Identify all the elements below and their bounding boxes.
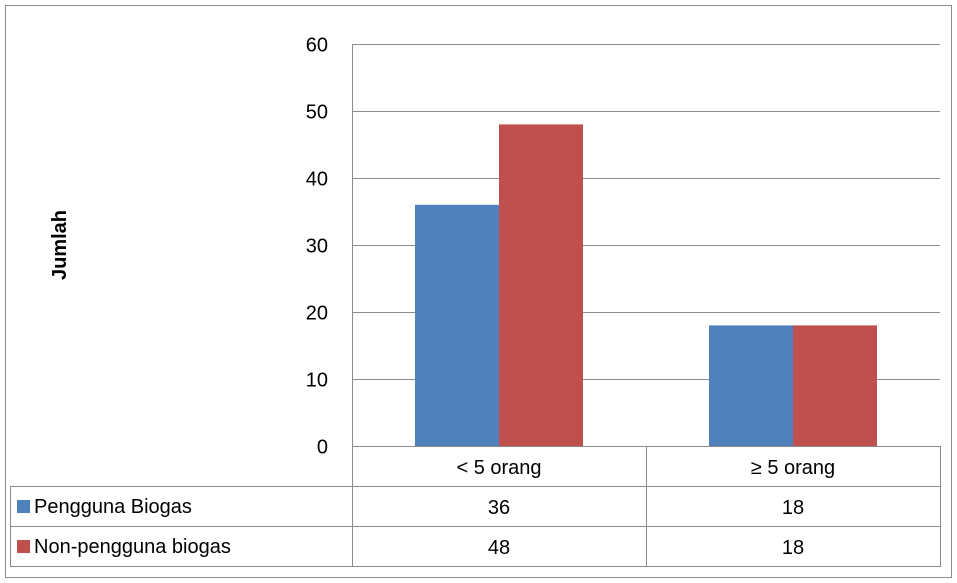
table-value: 36: [488, 497, 510, 519]
y-tick-label: 60: [306, 35, 328, 57]
category-label: < 5 orang: [456, 457, 541, 479]
y-tick-label: 20: [306, 303, 328, 325]
y-tick-label: 50: [306, 102, 328, 124]
y-tick-label: 40: [306, 169, 328, 191]
legend-entry: Non-pengguna biogas: [34, 536, 231, 558]
table-value: 18: [782, 497, 804, 519]
bars: [415, 124, 877, 447]
bar-pengguna-1: [709, 325, 793, 446]
bar-non-pengguna-1: [793, 325, 877, 446]
y-tick-label: 10: [306, 370, 328, 392]
bar-pengguna-0: [415, 204, 499, 446]
category-label: ≥ 5 orang: [751, 457, 835, 479]
y-tick-label: 30: [306, 236, 328, 258]
legend-swatch: [17, 540, 30, 553]
table-value: 48: [488, 537, 510, 559]
bar-non-pengguna-0: [499, 124, 583, 447]
data-table: < 5 orang ≥ 5 orang Pengguna Biogas 36 18 Non…: [10, 446, 941, 567]
y-tick-label: 0: [317, 437, 328, 459]
legend-swatch: [17, 500, 30, 513]
legend-entry: Pengguna Biogas: [34, 496, 192, 518]
table-value: 18: [782, 537, 804, 559]
y-axis-ticks: 0 10 20 30 40 50 60: [306, 35, 328, 459]
y-axis-label: Jumlah: [49, 210, 71, 280]
